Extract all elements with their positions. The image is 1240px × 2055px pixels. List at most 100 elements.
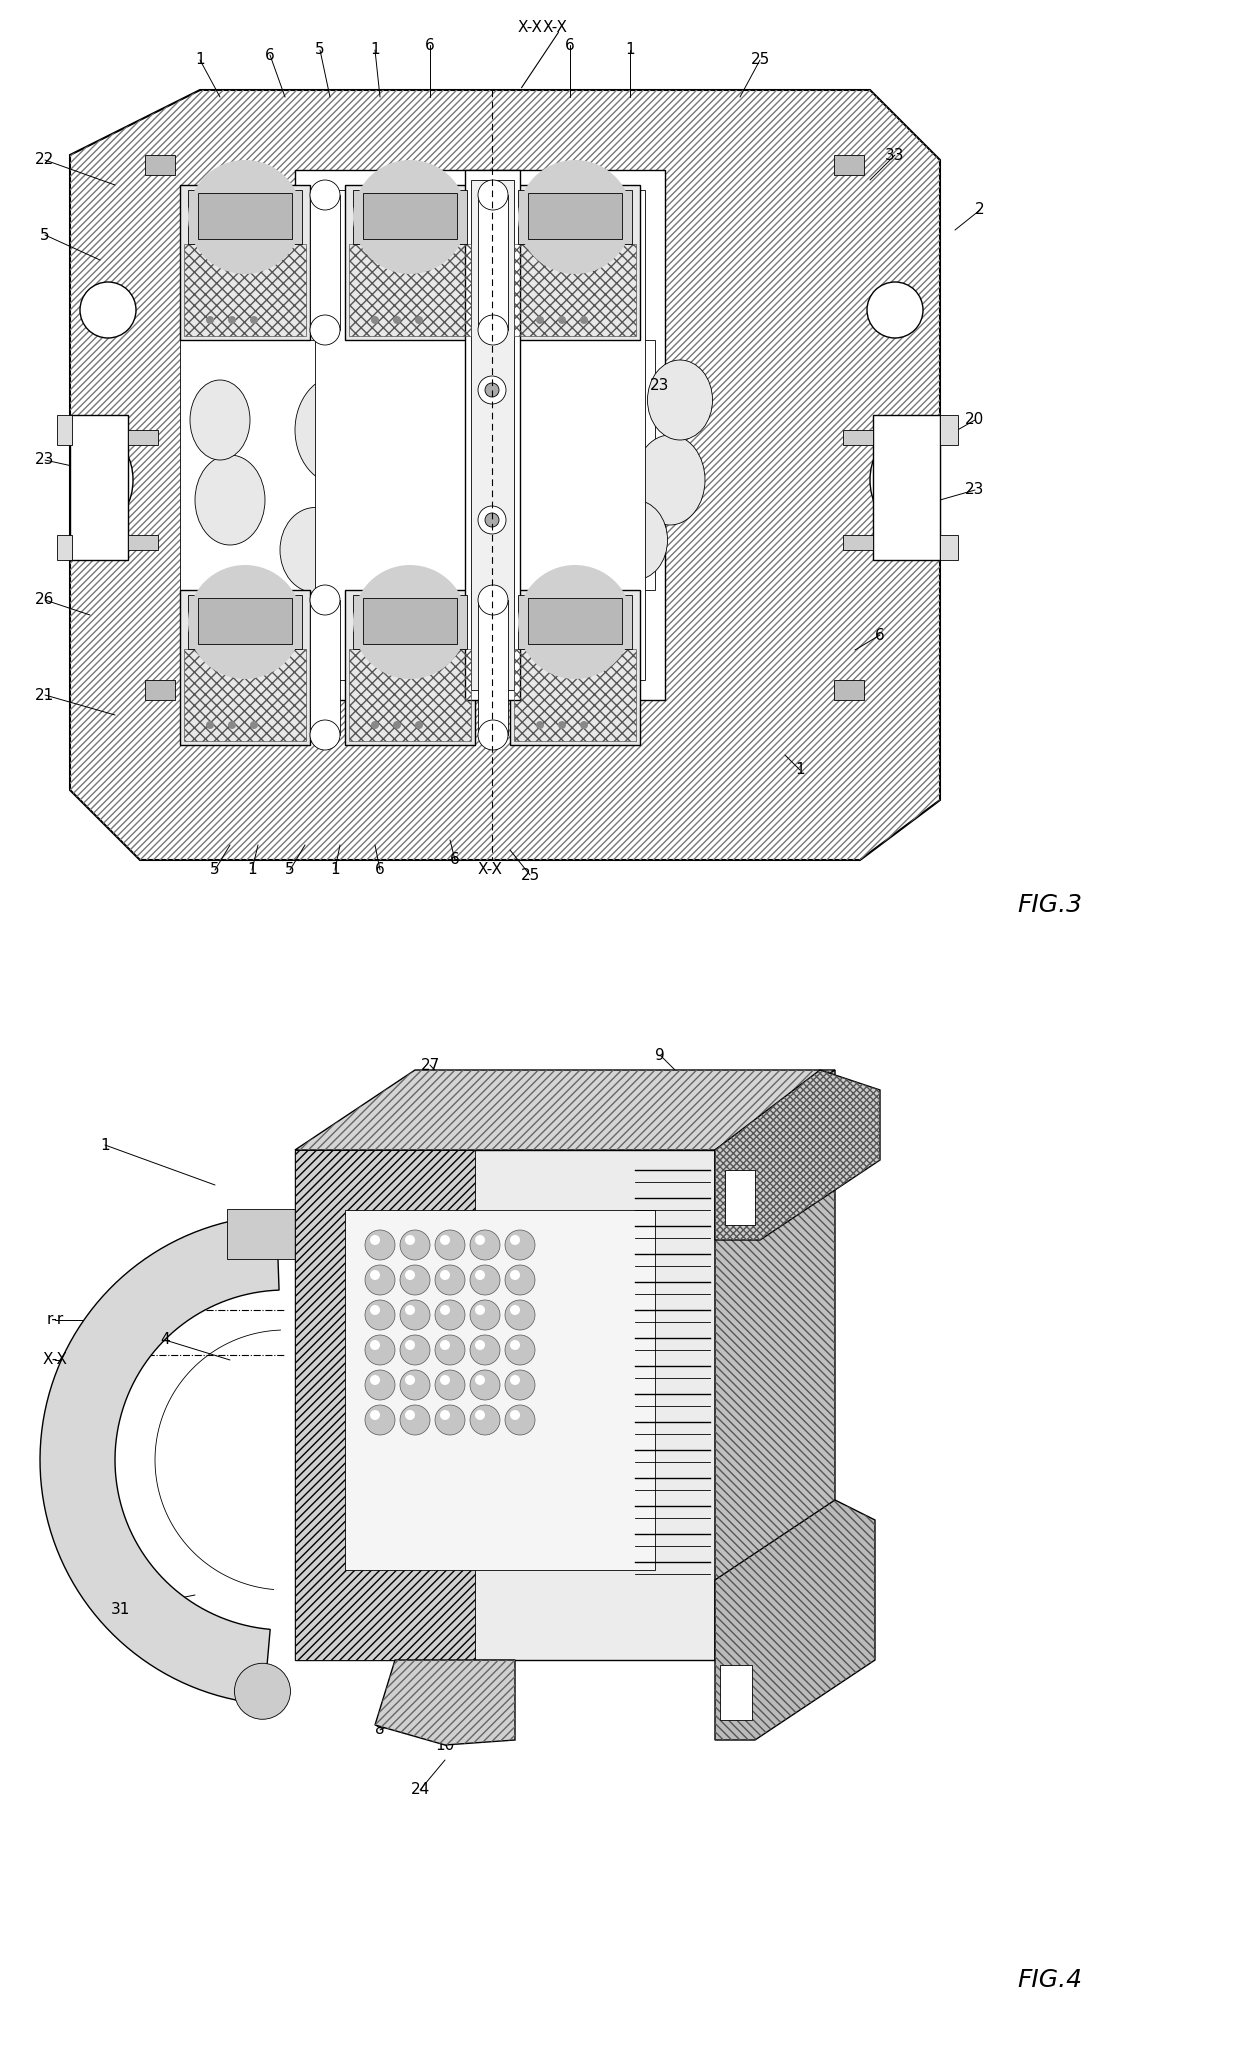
Bar [510,590,640,746]
Ellipse shape [635,436,706,524]
Circle shape [536,316,544,325]
Text: 8: 8 [470,1083,480,1097]
Circle shape [470,1231,500,1260]
Bar [477,600,508,736]
Text: 6: 6 [875,627,885,643]
Polygon shape [295,1151,475,1660]
Text: 20: 20 [966,413,985,427]
Text: 23: 23 [650,378,670,393]
Bar [310,195,340,331]
Circle shape [505,1231,534,1260]
Circle shape [401,1266,430,1295]
Bar [227,1208,298,1260]
Circle shape [470,1406,500,1434]
Circle shape [475,1235,485,1245]
Circle shape [401,1406,430,1434]
Circle shape [440,1270,450,1280]
Circle shape [475,1410,485,1420]
Text: 6: 6 [265,47,275,62]
Bar [477,195,508,331]
Polygon shape [69,415,128,561]
Circle shape [401,1336,430,1365]
Text: X-X: X-X [543,21,568,35]
Bar [345,185,475,339]
Bar [353,596,467,649]
Circle shape [250,721,258,730]
Bar [471,181,515,690]
Circle shape [470,1371,500,1399]
Polygon shape [295,1071,835,1151]
Polygon shape [940,415,959,446]
Circle shape [510,1410,520,1420]
Polygon shape [57,415,72,446]
Text: X-X: X-X [477,863,502,877]
Circle shape [370,1270,379,1280]
Bar [528,598,622,643]
Text: 22: 22 [36,152,55,169]
Circle shape [415,721,423,730]
Circle shape [477,506,506,534]
Circle shape [371,721,379,730]
Circle shape [510,1235,520,1245]
Bar [725,1169,755,1225]
Circle shape [401,1371,430,1399]
Text: FIG.3: FIG.3 [1018,894,1083,917]
Circle shape [393,316,401,325]
Polygon shape [145,680,175,701]
Circle shape [475,1375,485,1385]
Circle shape [510,1375,520,1385]
Bar [348,245,471,337]
Bar [198,598,291,643]
Text: 4: 4 [160,1332,170,1348]
Polygon shape [40,1215,279,1704]
Circle shape [250,316,258,325]
Circle shape [435,1336,465,1365]
Bar [315,189,645,680]
Text: 14: 14 [790,1482,810,1498]
Polygon shape [835,154,864,175]
Circle shape [365,1266,396,1295]
Ellipse shape [190,380,250,460]
Circle shape [518,160,632,273]
Circle shape [510,1305,520,1315]
Bar [295,171,665,701]
Circle shape [228,721,236,730]
Polygon shape [835,680,864,701]
Circle shape [580,316,588,325]
Circle shape [477,376,506,405]
Circle shape [370,1340,379,1350]
Circle shape [510,1270,520,1280]
Bar [184,245,306,337]
Bar [518,189,632,245]
Text: 23: 23 [965,483,985,497]
Bar [515,245,636,337]
Polygon shape [128,534,157,551]
Circle shape [475,1270,485,1280]
Circle shape [505,1266,534,1295]
Circle shape [440,1340,450,1350]
Text: 6: 6 [376,863,384,877]
Text: 6: 6 [805,1178,815,1192]
Polygon shape [69,90,940,859]
Bar [345,1210,655,1570]
Text: 1: 1 [195,53,205,68]
Circle shape [415,316,423,325]
Bar [188,189,303,245]
Text: 1: 1 [371,43,379,58]
Bar [363,598,458,643]
Polygon shape [715,1071,835,1660]
Circle shape [206,721,215,730]
Circle shape [475,1340,485,1350]
Circle shape [353,565,467,678]
Text: 31: 31 [110,1603,130,1617]
Text: 1: 1 [100,1138,110,1153]
Text: 8: 8 [376,1722,384,1736]
Text: 25: 25 [750,53,770,68]
Circle shape [401,1231,430,1260]
Circle shape [485,514,498,526]
Ellipse shape [195,454,265,545]
Circle shape [505,1406,534,1434]
Polygon shape [940,534,959,561]
Circle shape [477,314,508,345]
Bar [363,193,458,238]
